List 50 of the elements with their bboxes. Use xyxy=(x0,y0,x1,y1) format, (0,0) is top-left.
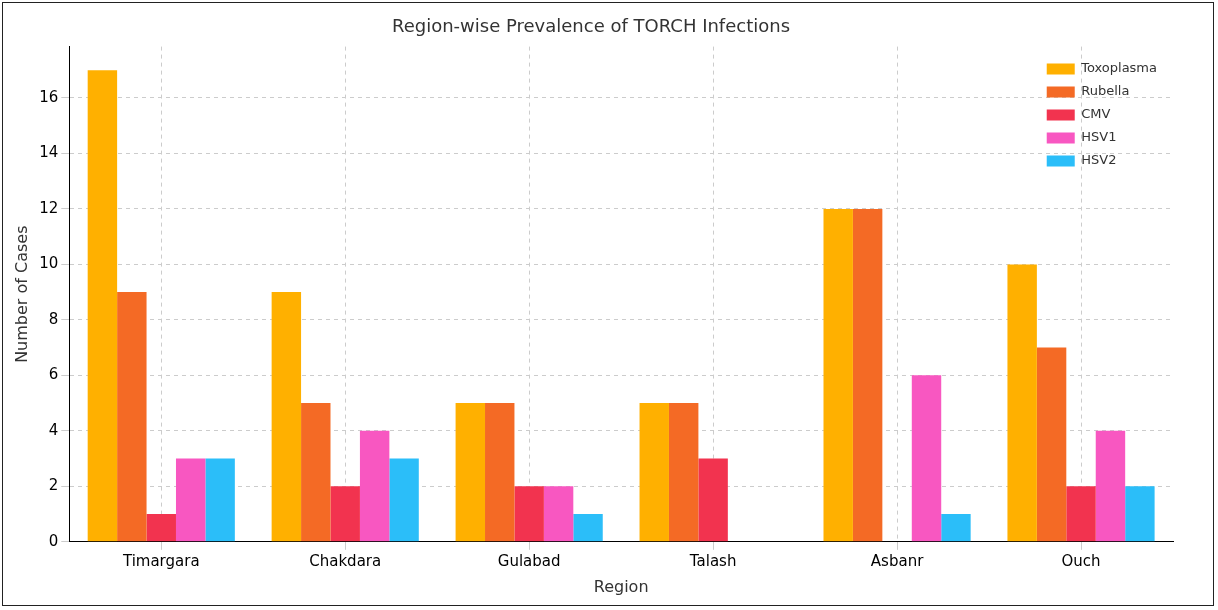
x-tick-label: Chakdara xyxy=(309,551,382,570)
x-tick-label: Ouch xyxy=(1061,551,1101,570)
bar xyxy=(1036,347,1067,542)
bar xyxy=(543,486,574,542)
bar xyxy=(668,403,699,542)
x-tick-label: Timargara xyxy=(121,551,200,570)
y-tick-label: 8 xyxy=(48,309,59,328)
legend-label: Toxoplasma xyxy=(1080,60,1157,76)
y-axis-title: Number of Cases xyxy=(11,225,31,363)
legend-label: HSV1 xyxy=(1081,129,1117,145)
x-tick-label: Gulabad xyxy=(497,551,561,570)
bar xyxy=(911,375,942,542)
chart-title: Region-wise Prevalence of TORCH Infections xyxy=(391,15,791,37)
bar xyxy=(639,403,669,542)
bar xyxy=(87,70,118,542)
bar xyxy=(175,458,206,542)
bar xyxy=(330,486,360,542)
bar xyxy=(117,292,147,542)
x-axis-title: Region xyxy=(593,576,649,596)
bar xyxy=(389,458,419,542)
legend-label: CMV xyxy=(1081,106,1111,122)
bar xyxy=(514,486,544,542)
y-tick-label: 14 xyxy=(39,143,59,162)
bar xyxy=(359,430,390,542)
bar xyxy=(698,458,728,542)
bar xyxy=(823,208,853,542)
y-tick-label: 0 xyxy=(48,531,59,550)
bar xyxy=(1007,264,1037,542)
y-tick-label: 12 xyxy=(39,198,59,217)
bar xyxy=(852,208,883,542)
bar xyxy=(205,458,235,542)
bar xyxy=(271,292,302,542)
y-tick-label: 16 xyxy=(39,87,59,106)
bar xyxy=(301,403,331,542)
bar xyxy=(455,403,486,542)
bar xyxy=(573,514,603,542)
legend-label: Rubella xyxy=(1081,83,1130,99)
bar xyxy=(941,514,971,542)
y-tick-label: 4 xyxy=(48,420,59,439)
y-tick-label: 6 xyxy=(48,365,59,384)
y-tick-label: 2 xyxy=(48,476,59,495)
legend-label: HSV2 xyxy=(1081,152,1117,168)
x-tick-label: Asbanr xyxy=(870,551,925,570)
bar xyxy=(1125,486,1155,542)
bar xyxy=(1095,430,1126,542)
y-tick-label: 10 xyxy=(39,254,59,273)
bar xyxy=(485,403,515,542)
x-tick-label: Talash xyxy=(688,551,737,570)
bar xyxy=(1066,486,1096,542)
bar xyxy=(146,514,176,542)
